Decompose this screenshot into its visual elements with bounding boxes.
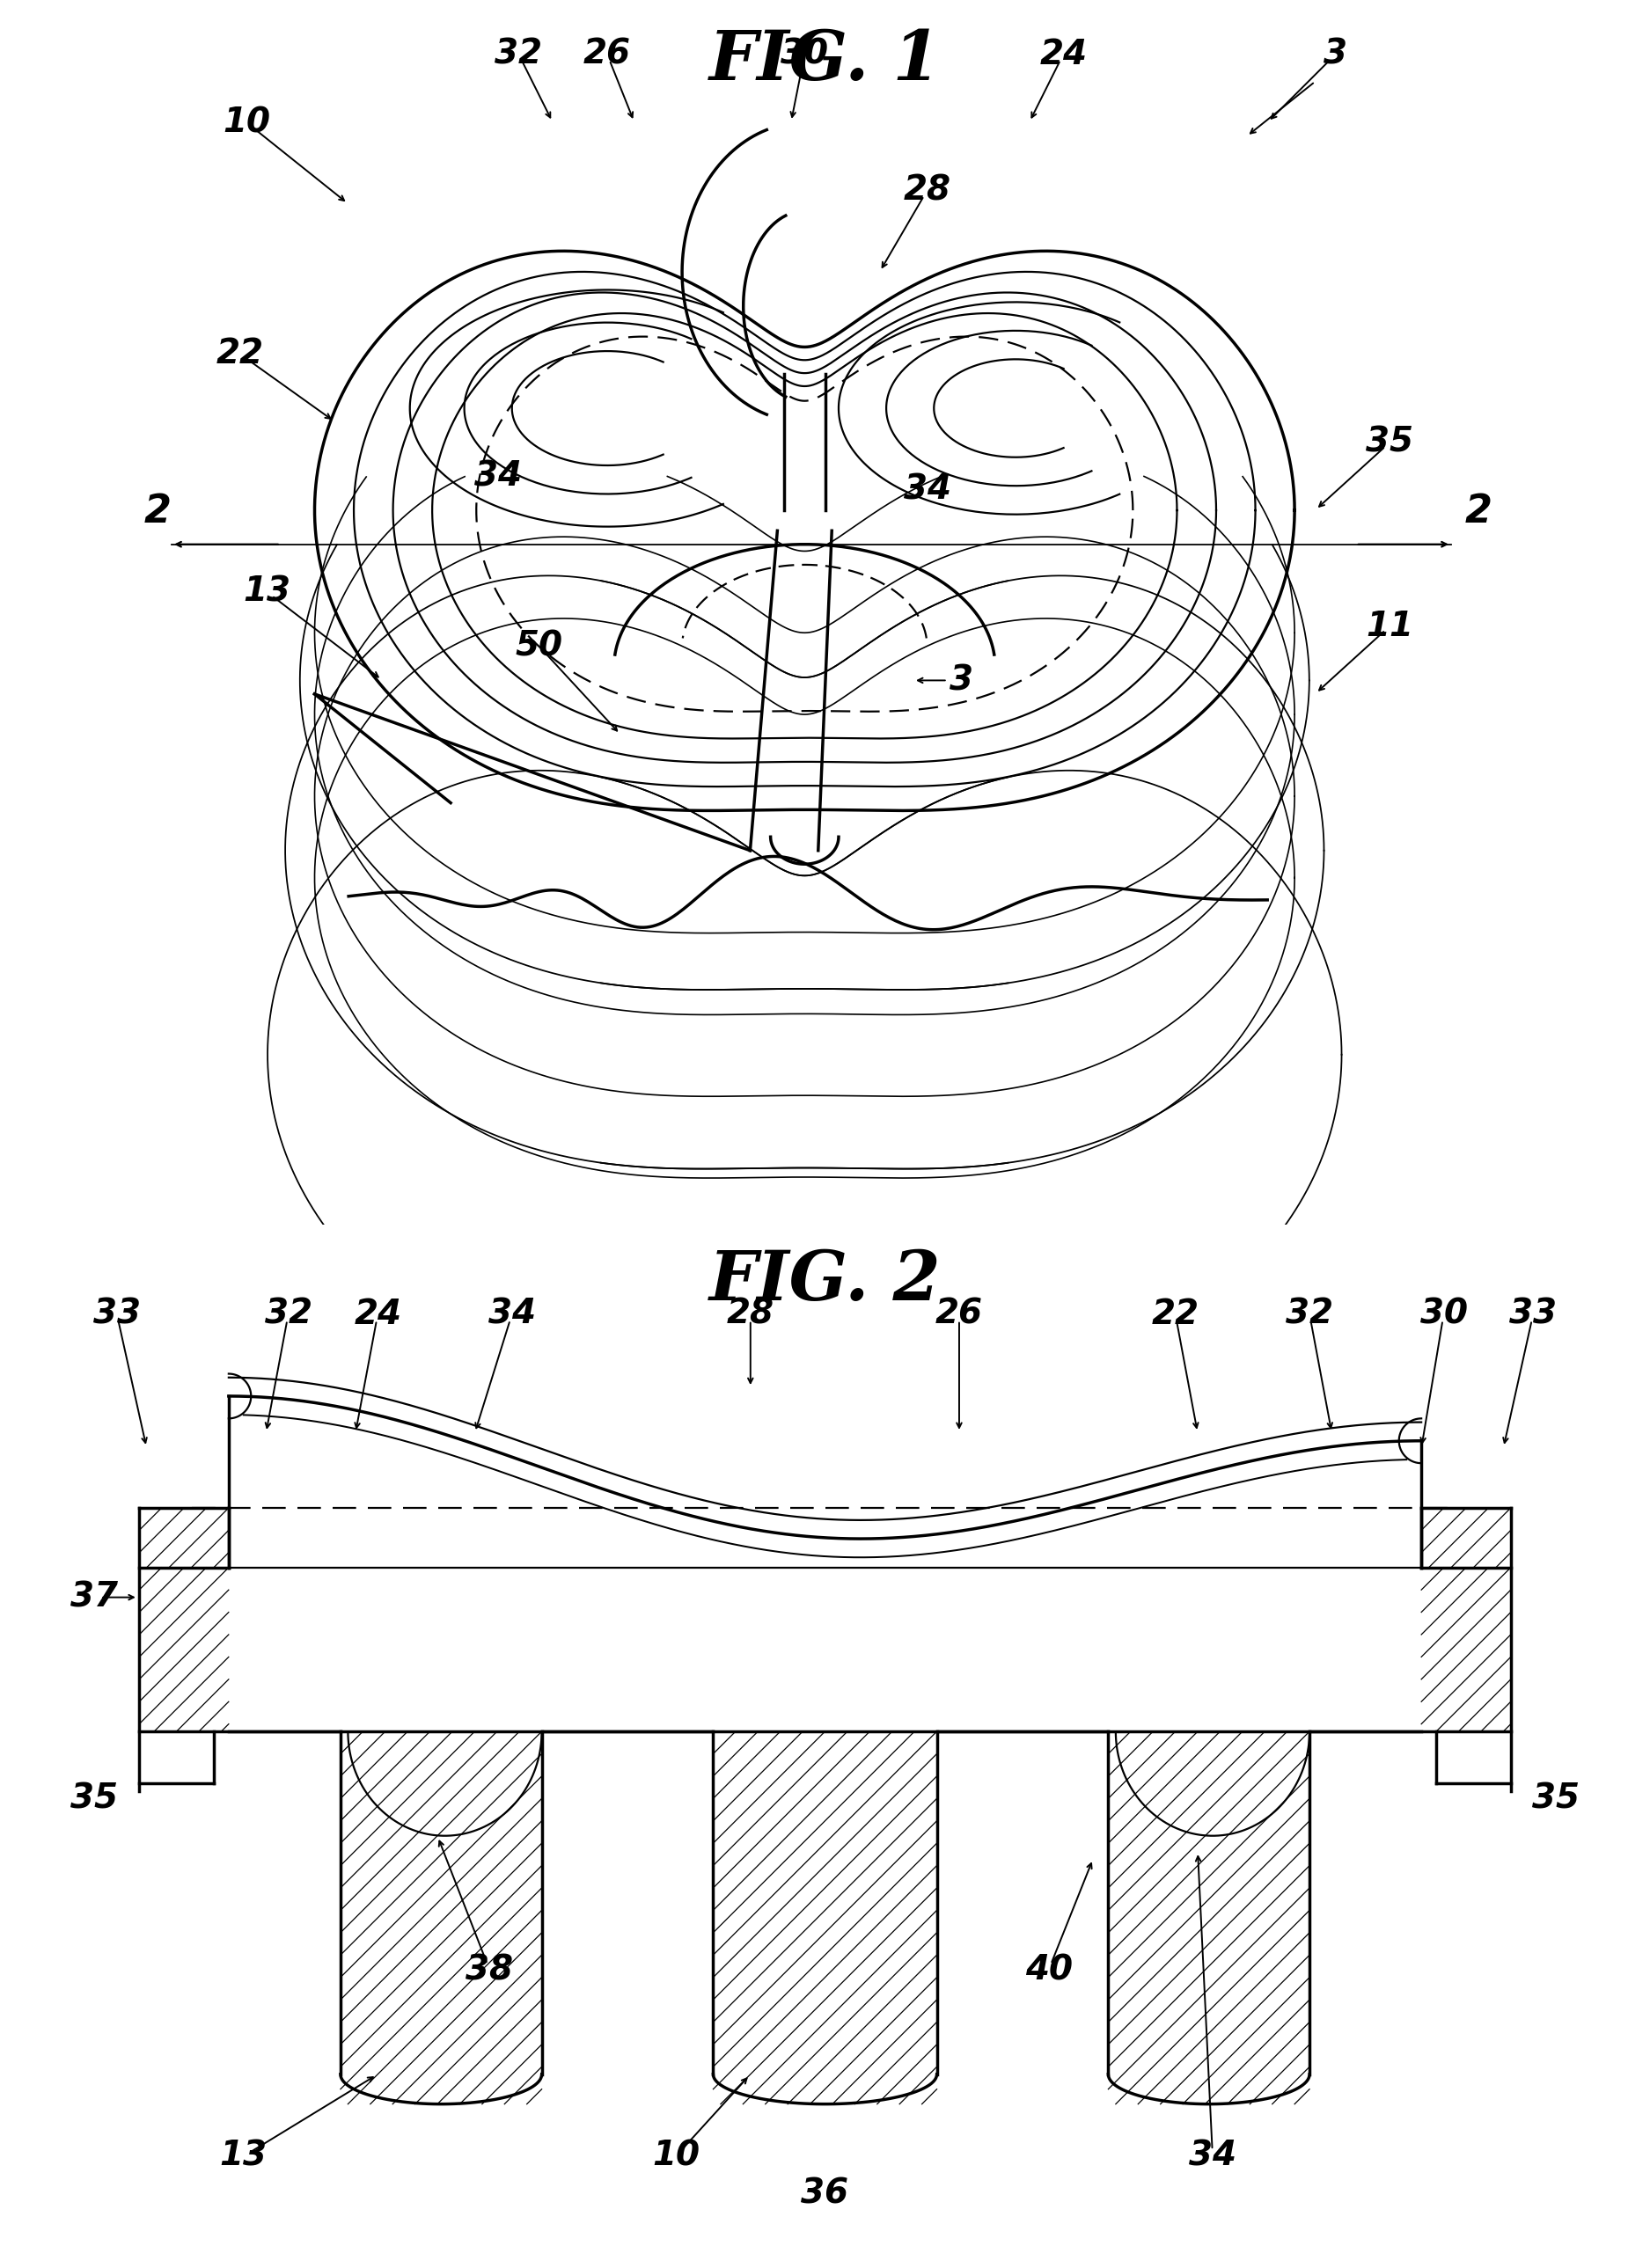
Text: 34: 34 [1190,2139,1236,2173]
Text: 24: 24 [1040,39,1087,70]
Text: 26: 26 [936,1297,983,1331]
Text: 35: 35 [1366,426,1414,458]
Text: 32: 32 [1285,1297,1333,1331]
Text: 34: 34 [488,1297,536,1331]
Text: 28: 28 [903,175,950,206]
Text: 28: 28 [726,1297,774,1331]
Text: 13: 13 [243,576,290,608]
Text: 22: 22 [1152,1297,1200,1331]
Text: 35: 35 [1531,1783,1579,1814]
Text: 32: 32 [495,39,543,70]
Text: 37: 37 [71,1581,119,1615]
Text: 50: 50 [515,631,563,662]
Text: 13: 13 [219,2139,267,2173]
Text: 10: 10 [223,107,271,138]
Text: 36: 36 [802,2177,848,2211]
Text: 38: 38 [465,1953,513,1987]
Text: 24: 24 [355,1297,401,1331]
Text: 33: 33 [1510,1297,1558,1331]
Text: 32: 32 [264,1297,312,1331]
Text: 35: 35 [71,1783,119,1814]
Text: 10: 10 [652,2139,700,2173]
Text: 2: 2 [145,492,172,531]
Text: FIG. 1: FIG. 1 [710,27,940,95]
Text: 26: 26 [584,39,630,70]
Text: 34: 34 [475,460,521,492]
Text: 3: 3 [1323,39,1348,70]
Text: 33: 33 [92,1297,140,1331]
Text: 22: 22 [216,338,264,370]
Text: 34: 34 [903,474,950,506]
Text: 40: 40 [1025,1953,1072,1987]
Text: 3: 3 [949,665,974,696]
Text: 2: 2 [1465,492,1492,531]
Text: FIG. 2: FIG. 2 [710,1247,940,1315]
Text: 11: 11 [1366,610,1414,642]
Text: 30: 30 [1421,1297,1467,1331]
Text: 30: 30 [780,39,828,70]
